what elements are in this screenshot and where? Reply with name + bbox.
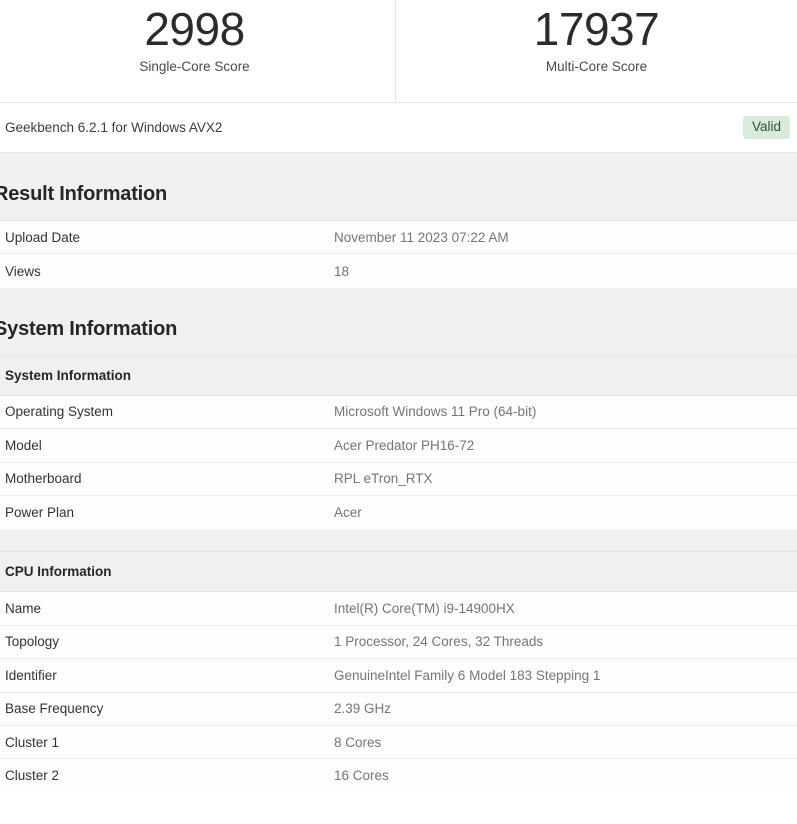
row-value: 1 Processor, 24 Cores, 32 Threads xyxy=(334,634,544,650)
row-label: Operating System xyxy=(5,404,114,420)
status-badge: Valid xyxy=(742,115,790,140)
row-label: Name xyxy=(5,601,42,617)
row-value: GenuineIntel Family 6 Model 183 Stepping… xyxy=(334,667,601,683)
row-label: Power Plan xyxy=(5,505,75,521)
row-label: Base Frequency xyxy=(5,701,104,717)
multi-core-score-value: 17937 xyxy=(533,3,660,55)
section-gap xyxy=(0,287,797,310)
single-core-score-value: 2998 xyxy=(144,3,245,55)
result-information-table: Upload Date November 11 2023 07:22 AM Vi… xyxy=(0,220,797,288)
row-value: 16 Cores xyxy=(334,768,389,784)
table-row: Cluster 1 8 Cores xyxy=(0,725,797,760)
table-row: Power Plan Acer xyxy=(0,495,797,530)
row-value: 2.39 GHz xyxy=(334,701,392,717)
row-label: Cluster 1 xyxy=(5,734,60,750)
section-gap xyxy=(0,529,797,552)
row-label: Upload Date xyxy=(5,229,81,245)
cpu-information-table: CPU Information Name Intel(R) Core(TM) i… xyxy=(0,551,797,793)
row-value: Intel(R) Core(TM) i9-14900HX xyxy=(334,601,515,617)
table-row: Topology 1 Processor, 24 Cores, 32 Threa… xyxy=(0,625,797,660)
multi-core-score-card: 17937 Multi-Core Score xyxy=(396,0,797,102)
single-core-score-card: 2998 Single-Core Score xyxy=(0,0,396,102)
benchmark-version-text: Geekbench 6.2.1 for Windows AVX2 xyxy=(5,120,223,135)
row-value: November 11 2023 07:22 AM xyxy=(334,229,509,245)
section-gap xyxy=(0,153,797,175)
table-row: Motherboard RPL eTron_RTX xyxy=(0,462,797,496)
table-row: Cluster 2 16 Cores xyxy=(0,759,797,793)
row-label: Views xyxy=(5,263,41,279)
system-information-table: System Information Operating System Micr… xyxy=(0,354,797,530)
row-value: Acer xyxy=(334,505,362,521)
system-information-subheader: System Information xyxy=(0,355,797,396)
row-value: Microsoft Windows 11 Pro (64-bit) xyxy=(334,404,537,420)
row-value: RPL eTron_RTX xyxy=(334,471,433,487)
system-information-title: System Information xyxy=(0,317,178,340)
result-information-header: Result Information xyxy=(0,175,797,220)
row-label: Model xyxy=(5,437,42,453)
table-row: Operating System Microsoft Windows 11 Pr… xyxy=(0,395,797,430)
system-information-header: System Information xyxy=(0,309,797,355)
row-value: Acer Predator PH16-72 xyxy=(334,437,475,453)
score-summary: 2998 Single-Core Score 17937 Multi-Core … xyxy=(0,0,797,103)
table-row: Identifier GenuineIntel Family 6 Model 1… xyxy=(0,659,797,693)
row-label: Cluster 2 xyxy=(5,768,60,784)
result-information-title: Result Information xyxy=(0,183,168,205)
row-label: Topology xyxy=(5,634,60,650)
table-row: Views 18 xyxy=(0,254,797,288)
version-bar: Geekbench 6.2.1 for Windows AVX2 Valid xyxy=(0,103,797,153)
cpu-information-subheader: CPU Information xyxy=(0,552,797,593)
result-page: 2998 Single-Core Score 17937 Multi-Core … xyxy=(0,0,797,793)
row-value: 18 xyxy=(334,263,350,279)
row-value: 8 Cores xyxy=(334,734,382,750)
row-label: Motherboard xyxy=(5,471,82,487)
table-row: Name Intel(R) Core(TM) i9-14900HX xyxy=(0,592,797,626)
table-row: Upload Date November 11 2023 07:22 AM xyxy=(0,221,797,255)
table-row: Base Frequency 2.39 GHz xyxy=(0,692,797,726)
table-row: Model Acer Predator PH16-72 xyxy=(0,429,797,463)
multi-core-score-label: Multi-Core Score xyxy=(545,59,648,75)
single-core-score-label: Single-Core Score xyxy=(139,59,250,75)
row-label: Identifier xyxy=(5,667,57,683)
